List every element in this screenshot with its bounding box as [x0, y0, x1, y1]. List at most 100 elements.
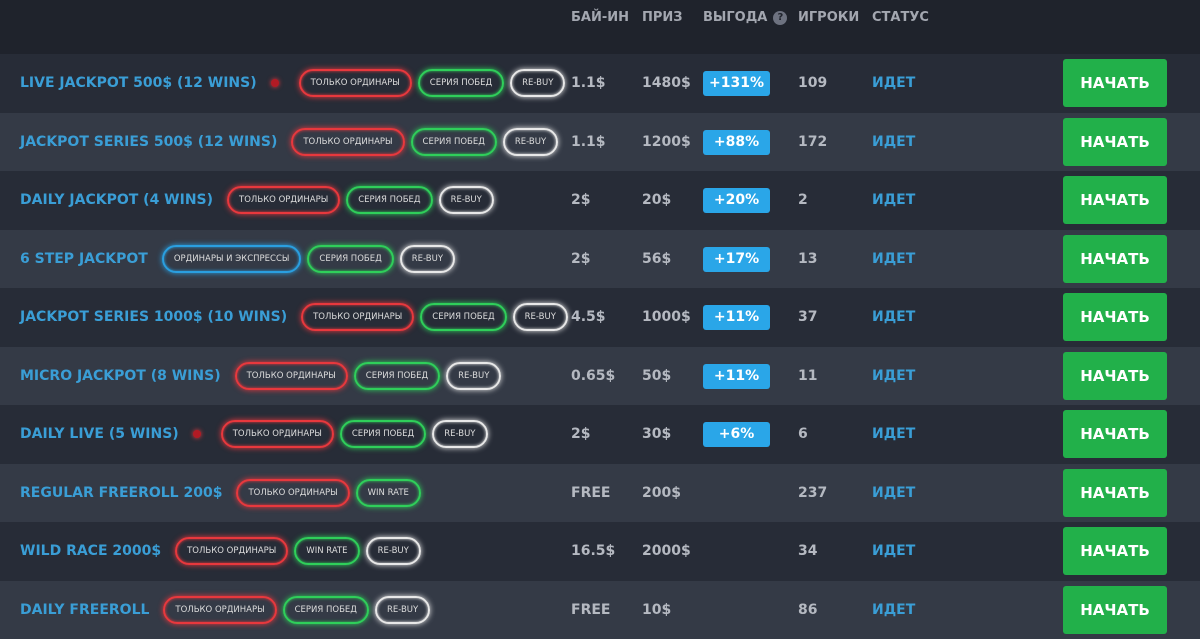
prize: 30$: [642, 426, 672, 442]
tag: СЕРИЯ ПОБЕД: [339, 420, 427, 449]
name-cell: JACKPOT SERIES 500$ (12 WINS) ТОЛЬКО ОРДИ…: [20, 113, 559, 172]
header-prize: ПРИЗ: [642, 10, 683, 25]
tag: СЕРИЯ ПОБЕД: [346, 186, 433, 215]
buyin: FREE: [571, 484, 611, 501]
tag: RE-BUY: [512, 303, 568, 332]
status: ИДЕТ: [872, 367, 916, 384]
profit-badge: +11%: [703, 305, 770, 330]
header-profit: ВЫГОДА?: [703, 10, 788, 25]
start-button[interactable]: НАЧАТЬ: [1063, 293, 1167, 341]
start-button[interactable]: НАЧАТЬ: [1063, 176, 1167, 224]
table-row: JACKPOT SERIES 1000$ (10 WINS) ТОЛЬКО ОРД…: [0, 288, 1200, 347]
players: 172: [798, 133, 828, 150]
tournament-name[interactable]: DAILY LIVE (5 WINS): [20, 426, 179, 443]
name-cell: LIVE JACKPOT 500$ (12 WINS) ТОЛЬКО ОРДИНА…: [20, 54, 566, 113]
buyin: 16.5$: [571, 543, 616, 559]
name-cell: DAILY LIVE (5 WINS) ТОЛЬКО ОРДИНАРЫ СЕРИЯ …: [20, 405, 488, 464]
tag: RE-BUY: [510, 69, 566, 98]
table-row: WILD RACE 2000$ ТОЛЬКО ОРДИНАРЫ WIN RATE RE…: [0, 522, 1200, 581]
tag: ТОЛЬКО ОРДИНАРЫ: [227, 186, 341, 215]
status: ИДЕТ: [872, 250, 916, 267]
tournament-name[interactable]: REGULAR FREEROLL 200$: [20, 484, 223, 501]
status: ИДЕТ: [872, 426, 916, 442]
profit-badge: +88%: [703, 129, 770, 155]
name-cell: REGULAR FREEROLL 200$ ТОЛЬКО ОРДИНАРЫ WIN …: [20, 464, 421, 523]
tournament-name[interactable]: MICRO JACKPOT (8 WINS): [20, 367, 221, 384]
start-button[interactable]: НАЧАТЬ: [1063, 468, 1167, 517]
players: 109: [798, 75, 828, 91]
buyin: 0.65$: [571, 367, 616, 384]
name-cell: 6 STEP JACKPOT ОРДИНАРЫ И ЭКСПРЕССЫ СЕРИЯ …: [20, 230, 456, 289]
name-cell: DAILY JACKPOT (4 WINS) ТОЛЬКО ОРДИНАРЫ СЕР…: [20, 171, 494, 230]
tag: ТОЛЬКО ОРДИНАРЫ: [291, 127, 405, 156]
status: ИДЕТ: [872, 192, 916, 208]
prize: 2000$: [642, 543, 691, 559]
buyin: 1.1$: [571, 75, 606, 91]
players: 6: [798, 426, 808, 442]
players: 86: [798, 601, 818, 618]
tag: ОРДИНАРЫ И ЭКСПРЕССЫ: [161, 244, 302, 273]
status: ИДЕТ: [872, 309, 916, 325]
table-row: JACKPOT SERIES 500$ (12 WINS) ТОЛЬКО ОРДИ…: [0, 112, 1200, 172]
tag: СЕРИЯ ПОБЕД: [420, 303, 507, 332]
table-row: DAILY LIVE (5 WINS) ТОЛЬКО ОРДИНАРЫ СЕРИЯ …: [0, 405, 1200, 464]
tournament-name[interactable]: 6 STEP JACKPOT: [20, 250, 148, 267]
prize: 1200$: [642, 133, 691, 150]
tag: ТОЛЬКО ОРДИНАРЫ: [298, 69, 412, 98]
tag: RE-BUY: [399, 244, 456, 273]
players: 237: [798, 484, 828, 501]
start-button[interactable]: НАЧАТЬ: [1063, 351, 1167, 400]
table-row: DAILY FREEROLL ТОЛЬКО ОРДИНАРЫ СЕРИЯ ПОБЕД…: [0, 580, 1200, 639]
profit-badge: +11%: [703, 363, 770, 389]
start-button[interactable]: НАЧАТЬ: [1063, 585, 1167, 634]
prize: 1000$: [642, 309, 691, 325]
players: 13: [798, 250, 818, 267]
buyin: 2$: [571, 192, 591, 208]
tournament-name[interactable]: DAILY FREEROLL: [20, 601, 150, 618]
tag: ТОЛЬКО ОРДИНАРЫ: [236, 478, 350, 507]
players: 11: [798, 367, 818, 384]
name-cell: DAILY FREEROLL ТОЛЬКО ОРДИНАРЫ СЕРИЯ ПОБЕД…: [20, 581, 431, 639]
prize: 10$: [642, 601, 672, 618]
tournament-name[interactable]: WILD RACE 2000$: [20, 543, 162, 560]
header-profit-text: ВЫГОДА: [703, 10, 768, 25]
tag: ТОЛЬКО ОРДИНАРЫ: [220, 420, 334, 449]
table-row: MICRO JACKPOT (8 WINS) ТОЛЬКО ОРДИНАРЫ СЕР…: [0, 346, 1200, 405]
tournament-name[interactable]: JACKPOT SERIES 500$ (12 WINS): [20, 133, 278, 150]
live-indicator: [270, 79, 279, 88]
start-button[interactable]: НАЧАТЬ: [1063, 527, 1167, 575]
start-button[interactable]: НАЧАТЬ: [1063, 234, 1167, 283]
start-button[interactable]: НАЧАТЬ: [1063, 117, 1167, 166]
tag: СЕРИЯ ПОБЕД: [410, 127, 497, 156]
tag: СЕРИЯ ПОБЕД: [282, 595, 369, 624]
tournament-name[interactable]: DAILY JACKPOT (4 WINS): [20, 192, 214, 209]
status: ИДЕТ: [872, 601, 916, 618]
status: ИДЕТ: [872, 133, 916, 150]
tag: ТОЛЬКО ОРДИНАРЫ: [163, 595, 277, 624]
tag: WIN RATE: [355, 478, 421, 507]
tag: СЕРИЯ ПОБЕД: [353, 361, 441, 390]
start-button[interactable]: НАЧАТЬ: [1063, 410, 1167, 458]
tag: ТОЛЬКО ОРДИНАРЫ: [234, 361, 348, 390]
table-row: DAILY JACKPOT (4 WINS) ТОЛЬКО ОРДИНАРЫ СЕР…: [0, 171, 1200, 230]
start-button[interactable]: НАЧАТЬ: [1063, 59, 1167, 107]
tournament-name[interactable]: JACKPOT SERIES 1000$ (10 WINS): [20, 309, 288, 326]
status: ИДЕТ: [872, 543, 916, 559]
players: 34: [798, 543, 818, 559]
status: ИДЕТ: [872, 484, 916, 501]
header-buyin: БАЙ-ИН: [571, 10, 630, 25]
profit-badge: +6%: [703, 422, 770, 447]
tag: СЕРИЯ ПОБЕД: [417, 69, 505, 98]
help-icon[interactable]: ?: [773, 11, 788, 25]
profit-badge: +131%: [703, 71, 770, 96]
tag: ТОЛЬКО ОРДИНАРЫ: [175, 537, 289, 566]
prize: 20$: [642, 192, 672, 208]
buyin: 2$: [571, 250, 591, 267]
prize: 56$: [642, 250, 672, 267]
name-cell: JACKPOT SERIES 1000$ (10 WINS) ТОЛЬКО ОРД…: [20, 288, 568, 347]
buyin: 2$: [571, 426, 591, 442]
tag: RE-BUY: [374, 595, 431, 624]
tournament-name[interactable]: LIVE JACKPOT 500$ (12 WINS): [20, 75, 257, 92]
